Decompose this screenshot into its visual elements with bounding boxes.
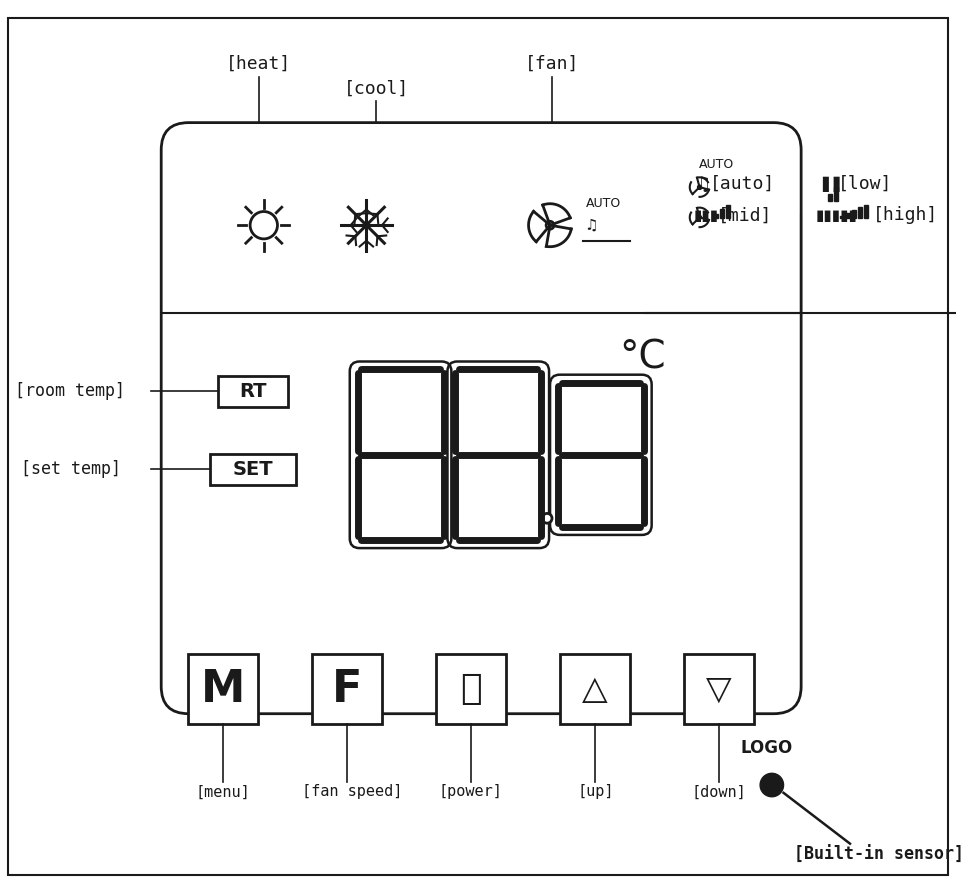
Text: [power]: [power] (439, 784, 502, 799)
Text: SET: SET (233, 460, 274, 479)
Text: [low]: [low] (837, 175, 892, 193)
Bar (845, 213, 849, 219)
Bar (839, 215, 843, 219)
Text: ⏻: ⏻ (459, 672, 482, 706)
Text: △: △ (581, 672, 607, 705)
Bar (857, 207, 861, 219)
Text: F: F (331, 668, 361, 711)
Bar (833, 188, 837, 201)
Text: [heat]: [heat] (226, 55, 291, 73)
FancyBboxPatch shape (188, 654, 258, 724)
Text: °C: °C (618, 338, 665, 376)
FancyBboxPatch shape (8, 18, 947, 875)
Text: [auto]: [auto] (709, 175, 775, 193)
Text: [up]: [up] (577, 784, 614, 799)
Text: ▐▐: ▐▐ (815, 177, 838, 192)
Text: AUTO: AUTO (698, 158, 733, 171)
Bar (828, 194, 831, 201)
Bar (713, 213, 717, 219)
Text: [down]: [down] (691, 784, 745, 799)
FancyBboxPatch shape (161, 122, 800, 714)
Text: M: M (200, 668, 244, 711)
Circle shape (697, 215, 701, 220)
Text: [fan]: [fan] (525, 55, 578, 73)
Text: ▮▮▮▮▮: ▮▮▮▮▮ (815, 208, 857, 223)
Text: [room temp]: [room temp] (15, 382, 124, 400)
Text: AUTO: AUTO (585, 197, 620, 210)
Text: [Built-in sensor]: [Built-in sensor] (793, 847, 963, 864)
Text: [high]: [high] (871, 206, 937, 224)
Text: LOGO: LOGO (740, 739, 792, 757)
FancyBboxPatch shape (218, 376, 288, 407)
Text: [cool]: [cool] (343, 79, 408, 97)
Text: RT: RT (239, 382, 267, 401)
Circle shape (545, 221, 553, 230)
Bar (851, 210, 855, 219)
Bar (719, 209, 723, 219)
FancyBboxPatch shape (312, 654, 382, 724)
Circle shape (759, 773, 783, 797)
Text: ▽: ▽ (705, 672, 731, 705)
FancyBboxPatch shape (436, 654, 505, 724)
Circle shape (697, 185, 701, 189)
FancyBboxPatch shape (683, 654, 753, 724)
FancyBboxPatch shape (559, 654, 629, 724)
Text: [set temp]: [set temp] (21, 461, 121, 479)
Text: ♫: ♫ (583, 218, 597, 233)
Text: ▮▮▮: ▮▮▮ (693, 208, 718, 223)
Text: ♫: ♫ (693, 175, 710, 194)
Circle shape (541, 513, 551, 523)
Text: [fan speed]: [fan speed] (301, 784, 402, 799)
Bar (725, 204, 729, 219)
FancyBboxPatch shape (210, 454, 296, 485)
Bar (863, 204, 867, 219)
Text: [menu]: [menu] (195, 784, 250, 799)
Text: [mid]: [mid] (717, 206, 772, 224)
